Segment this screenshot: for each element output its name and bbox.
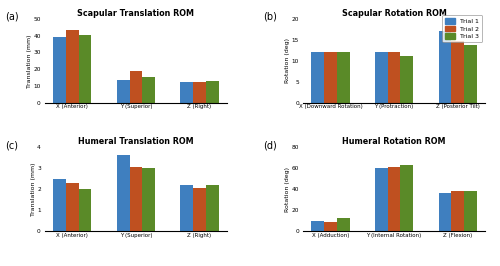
Bar — [312, 52, 324, 103]
Text: (a): (a) — [5, 12, 18, 22]
Bar — [180, 185, 193, 231]
Y-axis label: Rotation (deg): Rotation (deg) — [285, 38, 290, 83]
Legend: Trial 1, Trial 2, Trial 3: Trial 1, Trial 2, Trial 3 — [442, 15, 482, 42]
Bar — [130, 71, 142, 103]
Title: Scapular Rotation ROM: Scapular Rotation ROM — [342, 9, 446, 18]
Bar — [375, 52, 388, 103]
Bar — [337, 52, 349, 103]
Bar — [324, 52, 337, 103]
Bar — [312, 221, 324, 231]
Title: Scapular Translation ROM: Scapular Translation ROM — [78, 9, 194, 18]
Text: (d): (d) — [263, 140, 277, 150]
Bar — [117, 155, 130, 231]
Bar — [130, 167, 142, 231]
Bar — [206, 185, 218, 231]
Bar — [388, 52, 400, 103]
Text: (c): (c) — [5, 140, 18, 150]
Text: (b): (b) — [263, 12, 277, 22]
Bar — [464, 45, 476, 103]
Bar — [142, 77, 155, 103]
Bar — [375, 168, 388, 231]
Bar — [142, 168, 155, 231]
Bar — [54, 37, 66, 103]
Title: Humeral Translation ROM: Humeral Translation ROM — [78, 137, 194, 146]
Bar — [66, 30, 78, 103]
Bar — [54, 179, 66, 231]
Bar — [193, 188, 206, 231]
Y-axis label: Rotation (deg): Rotation (deg) — [285, 167, 290, 212]
Y-axis label: Translation (mm): Translation (mm) — [30, 163, 36, 216]
Bar — [206, 81, 218, 103]
Bar — [78, 35, 92, 103]
Y-axis label: Translation (mm): Translation (mm) — [27, 34, 32, 88]
Bar — [337, 218, 349, 231]
Bar — [66, 183, 78, 231]
Bar — [388, 167, 400, 231]
Bar — [117, 80, 130, 103]
Bar — [452, 191, 464, 231]
Bar — [464, 191, 476, 231]
Title: Humeral Rotation ROM: Humeral Rotation ROM — [342, 137, 446, 146]
Bar — [452, 41, 464, 103]
Bar — [193, 82, 206, 103]
Bar — [400, 165, 413, 231]
Bar — [438, 193, 452, 231]
Bar — [180, 82, 193, 103]
Bar — [324, 222, 337, 231]
Bar — [400, 56, 413, 103]
Bar — [78, 189, 92, 231]
Bar — [438, 31, 452, 103]
